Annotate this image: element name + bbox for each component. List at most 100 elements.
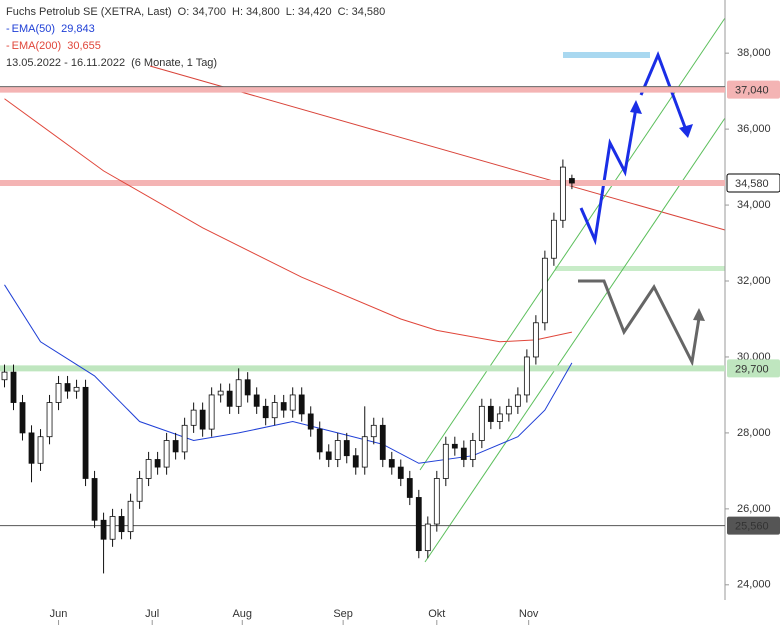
candle-body — [154, 459, 161, 468]
channel-line — [424, 117, 726, 563]
period-note: (6 Monate, 1 Tag) — [131, 57, 218, 69]
header: Fuchs Petrolub SE (XETRA, Last) O: 34,700… — [6, 4, 391, 72]
x-tick-label: Jul — [145, 608, 159, 620]
info: O: 34,700 — [177, 6, 226, 18]
candle-body — [10, 371, 17, 403]
scenario-arrow — [578, 279, 701, 367]
candle-body — [325, 451, 332, 460]
legend-value: 29,843 — [61, 23, 95, 35]
legend-label: EMA(50) — [11, 23, 56, 35]
info: H: 34,800 — [232, 6, 280, 18]
candle-body — [91, 478, 98, 521]
candle-body — [559, 166, 566, 221]
scenario-arrow — [579, 107, 638, 246]
candle-body — [145, 459, 152, 479]
y-tick-label: 36,000 — [737, 123, 771, 135]
candle-body — [289, 394, 296, 411]
candle-body — [199, 409, 206, 430]
period-row: 13.05.2022 - 16.11.2022 (6 Monate, 1 Tag) — [6, 55, 391, 72]
candle-body — [370, 424, 377, 438]
candle-body — [19, 402, 26, 434]
candle-body — [1, 371, 8, 381]
candle-body — [73, 386, 80, 392]
candle-body — [361, 436, 368, 468]
candle-body — [28, 432, 35, 464]
legend-value: 30,655 — [67, 40, 101, 52]
candle-body — [118, 516, 125, 533]
candle-body — [100, 519, 107, 540]
candle-body — [379, 424, 386, 460]
level-label-box — [727, 359, 780, 378]
candle-body — [532, 322, 539, 358]
candle-body — [217, 390, 224, 396]
candle-body — [235, 379, 242, 407]
y-tick-label: 28,000 — [737, 427, 771, 439]
candle-body — [442, 443, 449, 479]
candle-body — [334, 440, 341, 460]
arrow-head — [630, 100, 642, 114]
legend-swatch: - — [6, 40, 10, 52]
candle-body — [163, 440, 170, 468]
ema-line — [4, 284, 573, 464]
candle-body — [244, 379, 251, 396]
y-tick-label: 32,000 — [737, 275, 771, 287]
y-tick-label: 24,000 — [737, 579, 771, 591]
legend-label: EMA(200) — [11, 40, 62, 52]
level-label: 34,580 — [735, 178, 769, 190]
candle-body — [496, 413, 503, 422]
x-tick-label: Sep — [333, 608, 353, 620]
candle-body — [550, 219, 557, 259]
candle-body — [343, 440, 350, 457]
ema-line — [4, 98, 573, 343]
level-label-box — [726, 173, 780, 193]
candle-body — [352, 455, 359, 468]
x-tick-label: Okt — [428, 608, 445, 620]
candle-body — [541, 257, 548, 324]
x-tick-label: Nov — [519, 608, 539, 620]
y-tick-label: 34,000 — [737, 199, 771, 211]
candle-body — [307, 413, 314, 430]
candle-body — [271, 402, 278, 419]
candle-body — [433, 478, 440, 525]
info: C: 34,580 — [337, 6, 386, 18]
y-tick-label: 38,000 — [737, 47, 771, 59]
scenario-arrow — [639, 50, 688, 131]
candle-body — [424, 523, 431, 552]
candle-body — [478, 405, 485, 441]
level-label-box — [727, 80, 780, 99]
candle-body — [172, 440, 179, 453]
candle-body — [262, 405, 269, 419]
legend-swatch: - — [6, 23, 10, 35]
candle-body — [469, 440, 476, 460]
legend-entry: - EMA(200) 30,655 — [6, 38, 391, 55]
candle-body — [181, 424, 188, 453]
arrow-head — [693, 308, 705, 321]
candle-body — [136, 478, 143, 502]
candle-body — [505, 405, 512, 415]
candle-body — [208, 394, 215, 430]
candle-body — [415, 497, 422, 552]
candle-body — [46, 402, 53, 438]
candle-body — [460, 447, 467, 460]
y-tick-label: 26,000 — [737, 503, 771, 515]
legend-entry: - EMA(50) 29,843 — [6, 21, 391, 38]
candle-body — [514, 394, 521, 407]
candle-body — [316, 428, 323, 453]
title-row: Fuchs Petrolub SE (XETRA, Last) O: 34,700… — [6, 4, 391, 21]
candle-body — [388, 459, 395, 468]
trend-line — [149, 65, 726, 231]
candle-body — [127, 500, 134, 533]
target-band — [563, 52, 650, 58]
candle-body — [568, 178, 575, 184]
candle-body — [487, 405, 494, 422]
level-label-box — [727, 516, 780, 535]
candle-body — [253, 394, 260, 407]
candle-body — [298, 394, 305, 415]
candle-body — [226, 390, 233, 407]
candle-body — [37, 436, 44, 464]
candle-body — [523, 356, 530, 396]
candle-body — [55, 383, 62, 403]
channel-line — [419, 17, 726, 471]
